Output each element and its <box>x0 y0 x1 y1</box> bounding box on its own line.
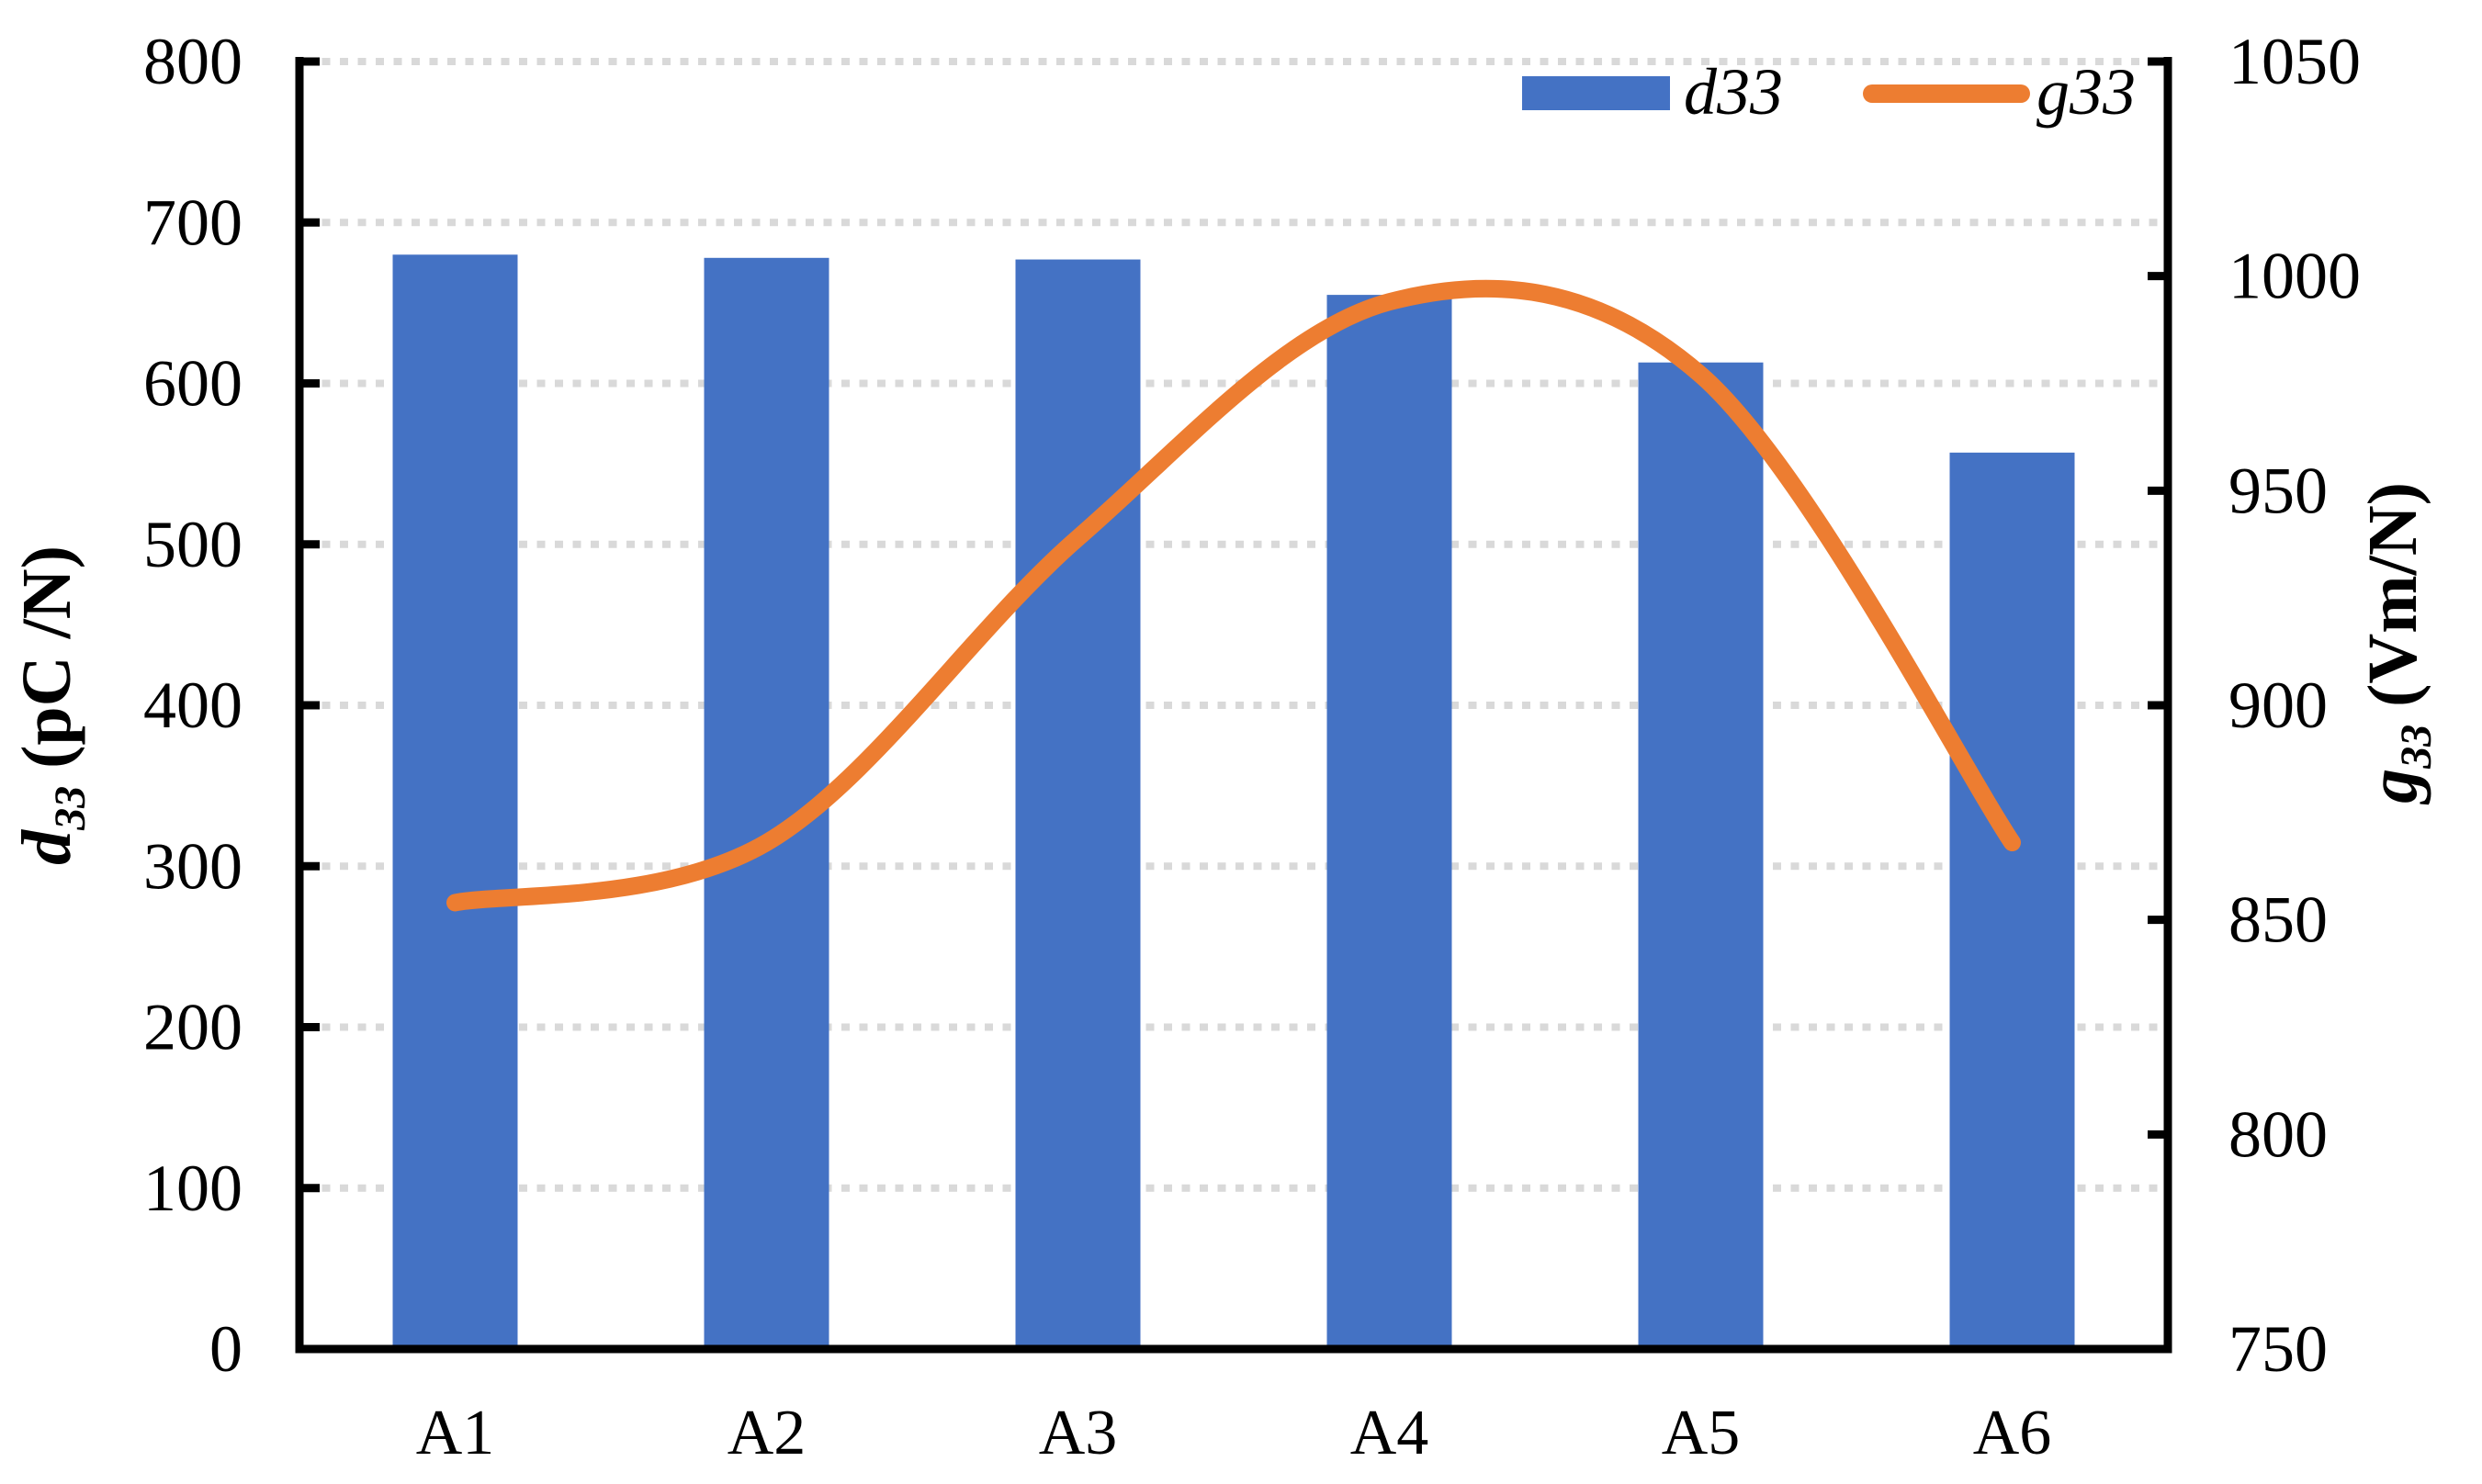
right-axis-tick-label: 750 <box>2228 1312 2328 1386</box>
legend-label-d33: d33 <box>1684 55 1783 129</box>
left-axis-tick-label: 500 <box>143 508 243 581</box>
bar-A3 <box>1015 259 1141 1349</box>
right-axis-tick-label: 1050 <box>2228 25 2361 98</box>
bar-A5 <box>1638 362 1764 1349</box>
right-axis-tick-label: 800 <box>2228 1097 2328 1171</box>
x-axis-label-A1: A1 <box>416 1398 495 1468</box>
right-axis-tick-label: 850 <box>2228 883 2328 957</box>
left-axis-tick-label: 700 <box>143 186 243 259</box>
x-axis-label-A4: A4 <box>1350 1398 1429 1468</box>
x-axis-label-A5: A5 <box>1662 1398 1741 1468</box>
left-axis-tick-label: 100 <box>143 1152 243 1225</box>
left-axis-title: d33 (pC /N) <box>8 545 95 865</box>
x-axis-label-A3: A3 <box>1039 1398 1118 1468</box>
x-axis-label-A6: A6 <box>1973 1398 2052 1468</box>
bar-A6 <box>1949 452 2075 1349</box>
left-axis-tick-label: 0 <box>209 1312 243 1386</box>
left-axis-tick-label: 300 <box>143 829 243 903</box>
bar-A4 <box>1326 295 1452 1349</box>
legend-swatch-d33 <box>1522 76 1670 110</box>
bar-A1 <box>392 254 518 1349</box>
right-axis-tick-label: 950 <box>2228 454 2328 527</box>
legend-label-g33: g33 <box>2036 55 2136 129</box>
right-axis-title: g33 (Vm/N) <box>2354 482 2441 805</box>
left-axis-tick-label: 400 <box>143 669 243 742</box>
left-axis-tick-label: 200 <box>143 991 243 1064</box>
g33-line-series <box>446 279 2021 912</box>
x-axis-label-A2: A2 <box>728 1398 807 1468</box>
left-axis-tick-label: 800 <box>143 25 243 98</box>
right-axis-tick-label: 900 <box>2228 669 2328 742</box>
left-axis-tick-label: 600 <box>143 347 243 421</box>
right-axis-tick-label: 1000 <box>2228 240 2361 313</box>
